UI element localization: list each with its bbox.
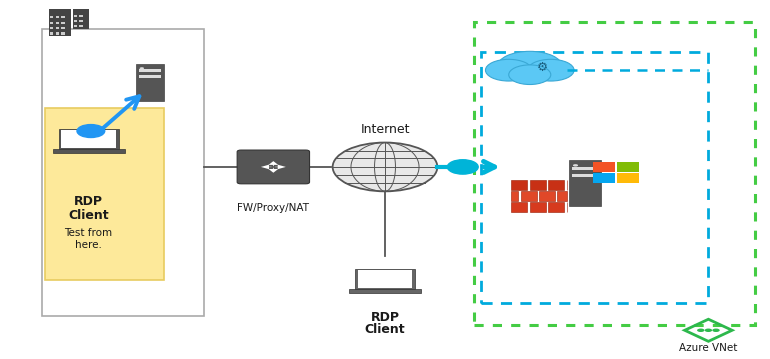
Bar [548, 202, 564, 211]
Text: RDP: RDP [370, 311, 400, 324]
Bar [511, 191, 518, 201]
Circle shape [509, 65, 551, 84]
Bar [52, 149, 125, 153]
Circle shape [139, 67, 144, 69]
FancyArrow shape [261, 165, 272, 169]
Bar [74, 24, 77, 27]
Circle shape [497, 51, 562, 81]
Circle shape [712, 328, 720, 332]
Circle shape [485, 59, 532, 81]
Bar [474, 22, 755, 325]
Text: here.: here. [75, 240, 102, 250]
Bar [79, 24, 82, 27]
Bar [139, 69, 161, 73]
Bar [55, 16, 59, 18]
Bar [349, 289, 421, 293]
Text: Azure VNet: Azure VNet [679, 343, 738, 353]
Bar [62, 16, 65, 18]
Bar [511, 180, 527, 190]
Circle shape [527, 59, 574, 81]
Bar [74, 20, 77, 22]
Circle shape [77, 125, 105, 137]
Bar [539, 191, 555, 201]
Bar [45, 108, 164, 280]
Bar [481, 52, 708, 303]
Text: ⚙: ⚙ [537, 61, 548, 74]
FancyArrow shape [275, 165, 286, 169]
Text: Test from: Test from [65, 228, 112, 238]
Bar [74, 15, 77, 17]
Bar [618, 162, 639, 172]
Bar [593, 162, 614, 172]
Text: Internet: Internet [360, 123, 410, 136]
Bar [355, 269, 415, 289]
Bar [557, 191, 567, 201]
Bar [139, 75, 161, 78]
Bar [55, 32, 59, 34]
Text: FW/Proxy/NAT: FW/Proxy/NAT [237, 203, 310, 213]
Bar [79, 20, 82, 22]
FancyBboxPatch shape [237, 150, 310, 184]
Bar [62, 27, 65, 29]
Text: Client: Client [365, 323, 405, 336]
Bar [62, 22, 65, 24]
Bar [79, 15, 82, 17]
Bar [62, 130, 116, 148]
Bar [55, 22, 59, 24]
Bar [42, 29, 204, 316]
Bar [72, 9, 89, 29]
Circle shape [333, 143, 437, 191]
Bar [50, 27, 53, 29]
Bar [572, 174, 598, 177]
Bar [59, 129, 119, 149]
Circle shape [573, 164, 578, 167]
Bar [136, 64, 164, 102]
Circle shape [705, 328, 712, 332]
Bar [511, 202, 527, 211]
Circle shape [447, 160, 478, 174]
Text: RDP: RDP [74, 195, 103, 208]
Bar [530, 180, 546, 190]
Text: Client: Client [69, 209, 109, 222]
Bar [358, 270, 412, 288]
Bar [593, 173, 614, 183]
Bar [521, 191, 537, 201]
Bar [569, 160, 601, 206]
Bar [572, 167, 598, 171]
Bar [62, 32, 65, 34]
FancyArrow shape [269, 161, 278, 166]
Bar [50, 16, 53, 18]
FancyArrow shape [269, 168, 278, 173]
Bar [50, 22, 53, 24]
Bar [618, 173, 639, 183]
Bar [530, 202, 546, 211]
Bar [49, 9, 71, 36]
Bar [548, 180, 564, 190]
Circle shape [697, 328, 705, 332]
Bar [50, 32, 53, 34]
Bar [55, 27, 59, 29]
